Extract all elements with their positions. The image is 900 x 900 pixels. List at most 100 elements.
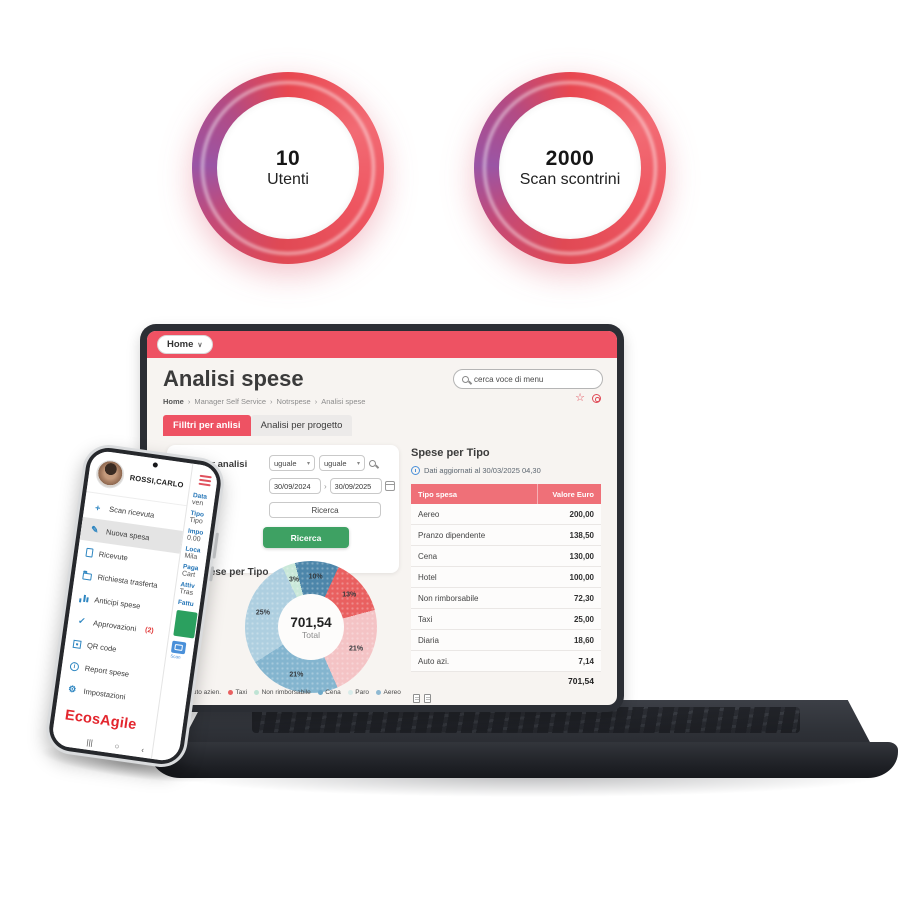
operator-select-2[interactable]: uguale ▾	[319, 455, 365, 471]
user-name: ROSSI,CARLO	[129, 472, 185, 490]
folder-icon	[82, 572, 93, 581]
menu-badge: (2)	[144, 626, 155, 635]
app-header-bar	[147, 331, 617, 358]
hamburger-menu-icon[interactable]	[198, 474, 212, 487]
ricerca-primary-button[interactable]: Ricerca	[263, 527, 349, 548]
menu-search-input[interactable]: cerca voce di menu	[453, 369, 603, 389]
cell-value: 100,00	[569, 572, 594, 582]
nav-icon[interactable]: |||	[85, 737, 94, 748]
menu-item-label: Anticipi spese	[93, 595, 141, 611]
form-field[interactable]: Attiv Tras	[179, 581, 200, 598]
tab-filtri-per-analisi[interactable]: Filltri per anlisi	[163, 415, 251, 436]
menu-item-label: Richiesta trasferta	[97, 572, 159, 590]
page-title: Analisi spese	[163, 366, 304, 391]
nav-icon[interactable]: ‹	[140, 745, 145, 755]
home-tab-label: Home	[167, 339, 194, 350]
badge-users-ring: 10 Utenti	[192, 72, 384, 264]
badge-users-label: Utenti	[267, 170, 309, 188]
cell-type: Pranzo dipendente	[418, 530, 486, 540]
dropdown-arrow-icon: ▾	[356, 460, 360, 467]
donut-percent-label: 21%	[349, 645, 364, 653]
donut-total-label: Total	[302, 629, 320, 640]
date-to-input[interactable]: 30/09/2025	[329, 478, 382, 494]
breadcrumb: Home › Manager Self Service › Notrspese › Anal…	[163, 397, 365, 406]
legend-label: Cena	[325, 689, 341, 696]
compose-icon: ✎	[90, 524, 100, 536]
legend-label: Taxi	[235, 689, 248, 696]
info-icon: i	[69, 661, 80, 672]
breadcrumb-separator: ›	[314, 397, 318, 406]
table-row: Taxi 25,00	[411, 609, 601, 630]
data-updated-text: Dati aggiornati al 30/03/2025 04,30	[424, 466, 541, 475]
home-tab[interactable]: Home ∨	[157, 335, 213, 354]
cell-value: 25,00	[573, 614, 594, 624]
form-field[interactable]: Fattu	[177, 599, 197, 609]
badge-scans-ring: 2000 Scan scontrini	[474, 72, 666, 264]
form-field[interactable]: Impo 0.00	[186, 528, 207, 545]
column-header-value: Valore Euro	[537, 484, 601, 504]
phone-screen: ROSSI,CARLO + Scan ricevuta ✎ Nuova spesa Ri…	[50, 449, 220, 763]
date-separator: ›	[324, 481, 327, 491]
legend-item: Paro	[347, 689, 369, 696]
scan-chip-icon[interactable]	[170, 640, 187, 655]
badge-scans: 2000 Scan scontrini	[499, 97, 641, 239]
favorite-star-icon[interactable]: ☆	[575, 392, 585, 404]
legend-dot	[347, 690, 353, 695]
operator-2-value: uguale	[324, 458, 347, 468]
refresh-clock-icon	[411, 466, 420, 475]
ricerca-outline-button[interactable]: Ricerca	[269, 502, 381, 518]
operator-select-1[interactable]: uguale ▾	[269, 455, 315, 471]
menu-item-label: Nuova spesa	[105, 527, 151, 543]
badge-users-value: 10	[275, 146, 301, 170]
nav-icon[interactable]: ○	[114, 741, 121, 752]
export-document-icon[interactable]	[424, 694, 431, 703]
table-row: Diaria 18,60	[411, 630, 601, 651]
table-row: Hotel 100,00	[411, 567, 601, 588]
tab-analisi-per-progetto[interactable]: Analisi per progetto	[250, 415, 353, 436]
table-row: Non rimborsabile 72,30	[411, 588, 601, 609]
table-row: Auto azi. 7,14	[411, 651, 601, 672]
date-from-input[interactable]: 30/09/2024	[269, 478, 321, 494]
cell-type: Cena	[418, 551, 438, 561]
legend-item: Non rimborsabile	[254, 689, 311, 696]
search-placeholder: cerca voce di menu	[474, 374, 544, 384]
menu-item-label: Scan ricevuta	[108, 504, 155, 520]
table-panel-title: Spese per Tipo	[411, 447, 490, 459]
date-range-row: 30/09/2024 › 30/09/2025	[269, 478, 395, 494]
legend-dot	[317, 690, 323, 695]
form-field[interactable]: Data ven	[191, 492, 212, 509]
export-document-icon[interactable]	[413, 694, 420, 703]
chevron-down-icon: ∨	[197, 341, 203, 349]
form-field[interactable]: Loca Mila	[184, 545, 205, 562]
legend-label: Aereo	[383, 689, 401, 696]
form-field-value: Tras	[178, 588, 194, 597]
filter-search-icon[interactable]	[369, 459, 376, 467]
breadcrumb-item[interactable]: Notrspese	[276, 397, 311, 406]
check-icon: ✓	[77, 615, 87, 627]
legend-item: Aereo	[376, 689, 401, 696]
calendar-icon[interactable]	[384, 481, 395, 491]
form-save-button[interactable]	[173, 609, 198, 639]
legend-label: Auto azien.	[188, 689, 222, 696]
data-updated-row: Dati aggiornati al 30/03/2025 04,30	[411, 466, 603, 475]
donut-percent-label: 21%	[289, 671, 304, 679]
legend-item: Cena	[317, 689, 341, 696]
circled-help-icon[interactable]	[592, 394, 601, 403]
breadcrumb-item[interactable]: Analisi spese	[321, 397, 366, 406]
analysis-tabs: Filltri per anlisi Analisi per progetto	[163, 415, 353, 436]
donut-percent-label: 10%	[308, 573, 323, 581]
form-field-label: Fattu	[177, 598, 195, 609]
form-field[interactable]: Paga Cart	[181, 563, 202, 580]
breadcrumb-item[interactable]: Manager Self Service	[194, 397, 267, 406]
cell-type: Hotel	[418, 572, 437, 582]
legend-dot	[376, 690, 382, 695]
cell-value: 200,00	[569, 509, 594, 519]
cell-value: 72,30	[573, 593, 594, 603]
document-icon	[85, 547, 94, 558]
cell-type: Taxi	[418, 614, 433, 624]
menu-item-label: Impostazioni	[83, 686, 126, 702]
menu-item-label: QR code	[86, 640, 118, 654]
breadcrumb-item[interactable]: Home	[163, 397, 184, 406]
form-field[interactable]: Tipo Tipo	[189, 510, 210, 527]
